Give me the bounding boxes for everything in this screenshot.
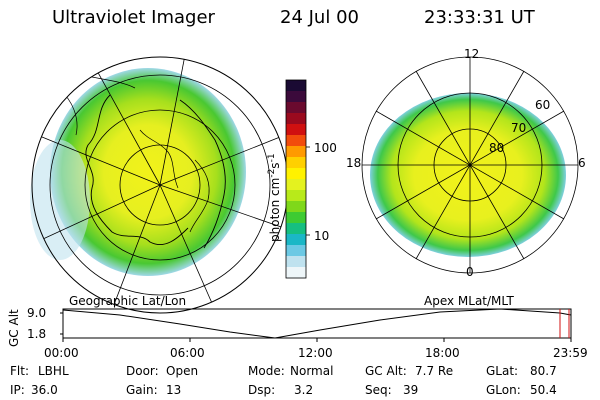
info-label: GLon: xyxy=(486,383,521,397)
colorbar-unit-label: photon cm-2s-1 xyxy=(267,153,282,242)
info-label: Mode: xyxy=(248,364,285,378)
info-value-door: Open xyxy=(166,364,199,378)
info-label: Door: xyxy=(126,364,159,378)
altitude-x-tick-label: 12:00 xyxy=(298,346,333,360)
altitude-plot xyxy=(60,308,572,342)
mlat-label-80: 80 xyxy=(489,141,505,155)
altitude-plot-frame xyxy=(62,308,572,339)
left-meridian xyxy=(159,184,288,231)
info-label: Gain: xyxy=(126,383,158,397)
info-value-ip: 36.0 xyxy=(31,383,58,397)
colorbar-segment xyxy=(286,245,306,257)
unit-text-s: s xyxy=(268,162,282,169)
info-label: GC Alt: xyxy=(365,364,407,378)
mlt-label-18: 18 xyxy=(346,156,362,170)
mlat-label-70: 70 xyxy=(511,121,527,135)
left-meridian xyxy=(159,57,186,186)
info-value-gc-alt: 7.7 Re xyxy=(415,364,454,378)
colorbar-label-100: 100 xyxy=(314,141,337,155)
coastline xyxy=(189,159,210,233)
right-aurora-fill xyxy=(370,93,566,257)
left-meridian xyxy=(109,184,161,313)
colorbar-segment xyxy=(286,190,306,202)
info-value-gain: 13 xyxy=(166,383,182,397)
colorbar-segment xyxy=(286,113,306,125)
colorbar-segment xyxy=(286,91,306,103)
info-label: IP: xyxy=(10,383,25,397)
unit-superscript: -1 xyxy=(267,153,277,163)
info-value-filter: LBHL xyxy=(38,364,69,378)
colorbar-segment xyxy=(286,256,306,268)
altitude-axis-label: GC Alt xyxy=(7,309,21,347)
colorbar-segment xyxy=(286,157,306,169)
colorbar-segment xyxy=(286,223,306,235)
colorbar-segment xyxy=(286,234,306,246)
instrument-title: Ultraviolet Imager xyxy=(52,7,215,28)
altitude-x-tick-label: 23:59 xyxy=(553,346,588,360)
unit-text: photon cm xyxy=(268,177,282,242)
altitude-x-tick-label: 18:00 xyxy=(425,346,460,360)
info-value-glat: 80.7 xyxy=(530,364,557,378)
left-lat-circle xyxy=(84,109,236,261)
altitude-curve xyxy=(62,308,572,339)
colorbar-segment xyxy=(286,135,306,147)
colorbar-segment xyxy=(286,179,306,191)
left-aurora-haze xyxy=(30,140,90,260)
right-panel-title: Apex MLat/MLT xyxy=(424,294,514,308)
colorbar-label-10: 10 xyxy=(314,229,330,243)
coastline xyxy=(139,129,179,189)
mlt-label-6: 6 xyxy=(578,156,586,170)
info-label: Flt: xyxy=(10,364,29,378)
coastline xyxy=(85,94,189,246)
mlt-line xyxy=(375,110,565,220)
info-label: Dsp: xyxy=(248,383,276,397)
altitude-x-tick-label: 00:00 xyxy=(44,346,79,360)
left-panel-title: Geographic Lat/Lon xyxy=(69,294,187,308)
altitude-y-tick-label: 9.0 xyxy=(27,306,47,320)
info-label: GLat: xyxy=(486,364,519,378)
info-value-dsp: 3.2 xyxy=(294,383,314,397)
unit-superscript: -2 xyxy=(267,168,277,178)
mlt-label-0: 0 xyxy=(466,265,474,279)
info-value-mode: Normal xyxy=(290,364,334,378)
left-meridian xyxy=(159,184,216,311)
observation-time: 23:33:31 UT xyxy=(424,7,535,28)
left-lat-circle xyxy=(49,74,271,296)
geographic-map xyxy=(30,56,289,314)
colorbar-segment xyxy=(286,124,306,136)
altitude-y-tick-label: 1.8 xyxy=(27,327,47,341)
polar-plot xyxy=(361,56,579,274)
info-label: Seq: xyxy=(365,383,392,397)
colorbar-segment xyxy=(286,267,306,279)
observation-date: 24 Jul 00 xyxy=(280,7,359,28)
altitude-x-tick-label: 06:00 xyxy=(170,346,205,360)
info-value-seq: 39 xyxy=(403,383,419,397)
info-value-glon: 50.4 xyxy=(530,383,557,397)
colorbar-segment xyxy=(286,168,306,180)
colorbar-segment xyxy=(286,80,306,92)
colorbar xyxy=(286,80,306,279)
left-meridian xyxy=(32,184,161,246)
colorbar-border xyxy=(285,79,307,279)
mlat-label-60: 60 xyxy=(535,98,551,112)
colorbar-segment xyxy=(286,201,306,213)
coastline xyxy=(179,99,226,249)
colorbar-segment xyxy=(286,212,306,224)
colorbar-segment xyxy=(286,146,306,158)
mlt-label-12: 12 xyxy=(464,47,480,61)
left-meridian xyxy=(32,127,161,186)
colorbar-segment xyxy=(286,102,306,114)
